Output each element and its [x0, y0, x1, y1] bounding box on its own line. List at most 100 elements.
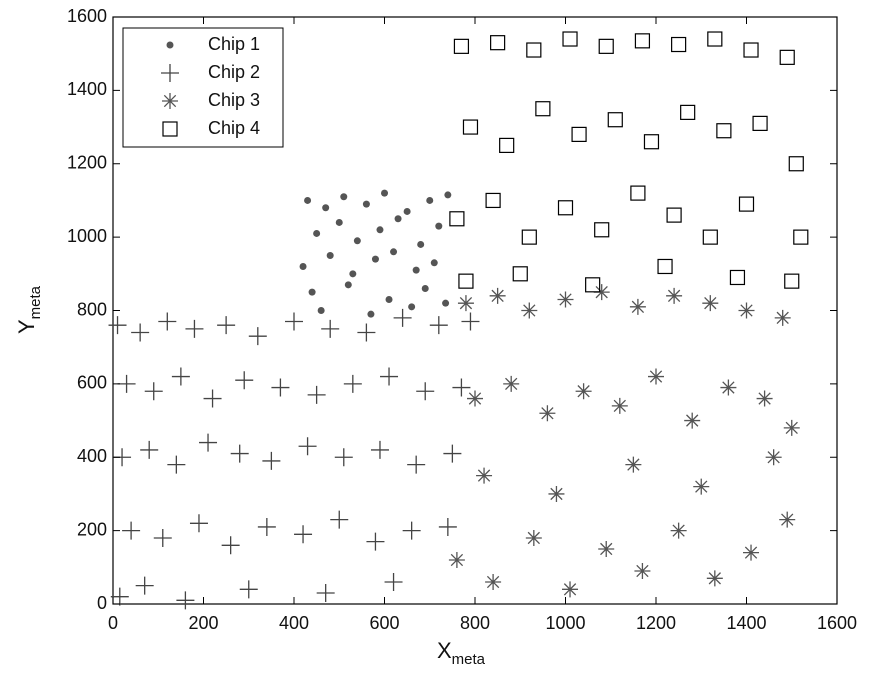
point [386, 296, 393, 303]
point [340, 193, 347, 200]
x-tick-label: 400 [279, 613, 309, 633]
y-tick-label: 1600 [67, 6, 107, 26]
legend-label: Chip 3 [208, 90, 260, 110]
point [608, 113, 622, 127]
point [185, 320, 203, 338]
point [648, 369, 664, 385]
point [131, 324, 149, 342]
point [730, 270, 744, 284]
point [145, 382, 163, 400]
point [775, 310, 791, 326]
point [766, 449, 782, 465]
point [172, 368, 190, 386]
point [485, 574, 501, 590]
point [559, 201, 573, 215]
point [404, 208, 411, 215]
point [476, 468, 492, 484]
point [367, 311, 374, 318]
point [450, 212, 464, 226]
point [491, 36, 505, 50]
point [318, 307, 325, 314]
point [431, 259, 438, 266]
point [262, 452, 280, 470]
x-tick-label: 600 [369, 613, 399, 633]
point [717, 124, 731, 138]
point [271, 379, 289, 397]
point [403, 522, 421, 540]
point [366, 533, 384, 551]
point [743, 545, 759, 561]
point [753, 116, 767, 130]
point [109, 316, 127, 334]
point [681, 105, 695, 119]
point [385, 573, 403, 591]
point [158, 313, 176, 331]
point [658, 259, 672, 273]
point [258, 518, 276, 536]
y-tick-label: 1400 [67, 79, 107, 99]
point [503, 376, 519, 392]
y-label-sub: meta [27, 285, 44, 319]
point [435, 223, 442, 230]
point [635, 34, 649, 48]
point [703, 230, 717, 244]
point [413, 267, 420, 274]
point [449, 552, 465, 568]
y-tick-label: 200 [77, 519, 107, 539]
point [167, 456, 185, 474]
point [430, 316, 448, 334]
point [395, 215, 402, 222]
x-tick-label: 200 [188, 613, 218, 633]
point [217, 316, 235, 334]
point [521, 303, 537, 319]
point [789, 157, 803, 171]
x-label-sub: meta [452, 651, 486, 668]
point [490, 288, 506, 304]
x-tick-label: 800 [460, 613, 490, 633]
page: Xmeta Ymeta Chip 1Chip 2Chip 3Chip 4 020… [0, 0, 881, 677]
point [562, 581, 578, 597]
point [136, 577, 154, 595]
point [322, 204, 329, 211]
point [300, 263, 307, 270]
x-label-main: X [437, 638, 452, 663]
point [586, 278, 600, 292]
point [500, 138, 514, 152]
point [784, 420, 800, 436]
point [563, 32, 577, 46]
legend-label: Chip 2 [208, 62, 260, 82]
point [426, 197, 433, 204]
legend-label: Chip 1 [208, 34, 260, 54]
point [357, 324, 375, 342]
point [327, 252, 334, 259]
point [467, 391, 483, 407]
point [630, 299, 646, 315]
y-tick-label: 0 [97, 593, 107, 613]
point [235, 371, 253, 389]
point [599, 39, 613, 53]
point [190, 514, 208, 532]
point [779, 512, 795, 528]
point [304, 197, 311, 204]
point [439, 518, 457, 536]
point [526, 530, 542, 546]
point [308, 386, 326, 404]
point [416, 382, 434, 400]
point [671, 523, 687, 539]
point [335, 448, 353, 466]
point [354, 237, 361, 244]
point [780, 50, 794, 64]
point [625, 457, 641, 473]
point [380, 368, 398, 386]
legend-marker [167, 42, 174, 49]
point [539, 405, 555, 421]
point [708, 32, 722, 46]
point [349, 270, 356, 277]
point [407, 456, 425, 474]
point [785, 274, 799, 288]
x-tick-label: 1600 [817, 613, 857, 633]
y-tick-label: 400 [77, 446, 107, 466]
point [321, 320, 339, 338]
point [422, 285, 429, 292]
point [231, 445, 249, 463]
